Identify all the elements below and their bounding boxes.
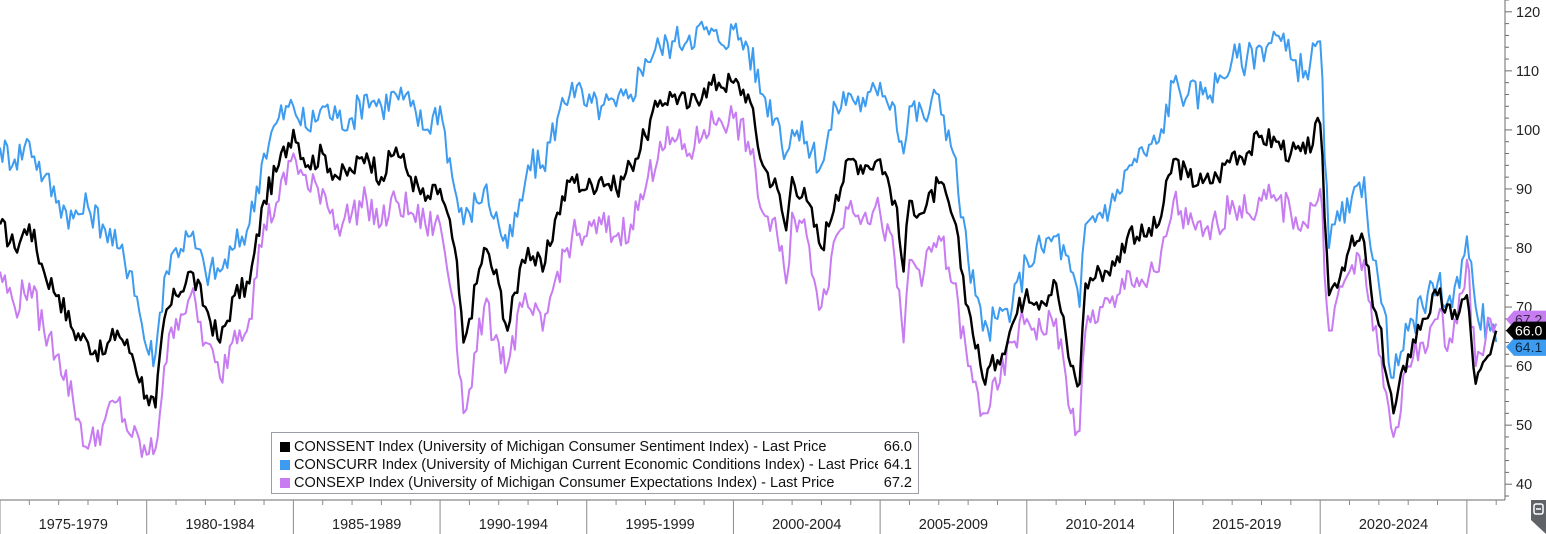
series-line-consent xyxy=(0,72,1498,415)
last-value-tag-conscurr-text: 64.1 xyxy=(1515,339,1542,355)
x-axis: 1975-1979 1980-1984 1985-1989 1990-1994 1995… xyxy=(0,499,1505,534)
y-tick-label: 50 xyxy=(1516,418,1532,434)
legend-value-conscurr: 64.1 xyxy=(883,457,912,473)
y-tick-label: 80 xyxy=(1516,241,1532,257)
x-tick-label: 1995-1999 xyxy=(625,517,694,533)
legend-entry-conscurr: CONSCURR Index (University of Michigan C… xyxy=(280,456,912,474)
series-line-conscurr xyxy=(0,20,1498,379)
legend-swatch-consexp xyxy=(280,478,290,488)
x-tick-label: 2015-2019 xyxy=(1212,517,1281,533)
series-layer xyxy=(0,20,1498,458)
y-tick-label: 100 xyxy=(1516,123,1540,139)
last-value-tag-conscurr: 64.1 xyxy=(1506,337,1546,356)
legend-label-conscurr: CONSCURR Index (University of Michigan C… xyxy=(294,457,878,473)
x-tick-label: 2000-2004 xyxy=(772,517,841,533)
y-tick-label: 40 xyxy=(1516,477,1532,493)
last-value-tag-consent-text: 66.0 xyxy=(1515,323,1542,339)
x-tick-label: 1975-1979 xyxy=(39,517,108,533)
x-tick-label: 2020-2024 xyxy=(1359,517,1428,533)
x-tick-label: 1980-1984 xyxy=(185,517,254,533)
x-tick-label: 1990-1994 xyxy=(479,517,548,533)
x-tick-label: 2010-2014 xyxy=(1065,517,1134,533)
legend-entry-consent: CONSSENT Index (University of Michigan C… xyxy=(280,438,912,456)
legend-swatch-conscurr xyxy=(280,460,290,470)
last-value-tag-consent: 66.0 xyxy=(1506,321,1546,340)
legend-value-consexp: 67.2 xyxy=(883,475,912,491)
y-tick-label: 60 xyxy=(1516,359,1532,375)
legend-swatch-consent xyxy=(280,442,290,452)
legend-value-consent: 66.0 xyxy=(883,439,912,455)
last-value-tag-consent-shape xyxy=(1506,321,1546,340)
chart-legend: CONSSENT Index (University of Michigan C… xyxy=(271,432,919,494)
legend-label-consexp: CONSEXP Index (University of Michigan Co… xyxy=(294,475,835,491)
y-tick-label: 90 xyxy=(1516,182,1532,198)
x-tick-label: 1985-1989 xyxy=(332,517,401,533)
y-tick-label: 120 xyxy=(1516,5,1540,21)
chart-options-icon[interactable] xyxy=(1531,486,1546,534)
last-value-tag-conscurr-shape xyxy=(1506,337,1546,356)
legend-entry-consexp: CONSEXP Index (University of Michigan Co… xyxy=(280,474,912,492)
last-value-layer: 67.264.166.0 xyxy=(1506,310,1546,356)
legend-label-consent: CONSSENT Index (University of Michigan C… xyxy=(294,439,827,455)
x-tick-label: 2005-2009 xyxy=(919,517,988,533)
series-line-consexp xyxy=(0,105,1498,458)
y-tick-label: 110 xyxy=(1516,64,1539,80)
